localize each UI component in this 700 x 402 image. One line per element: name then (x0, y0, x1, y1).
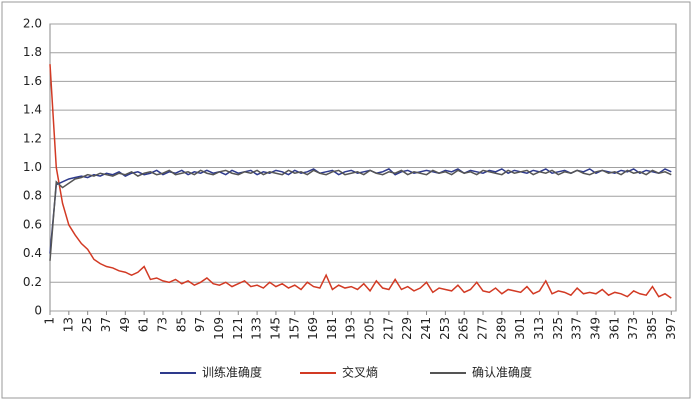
x-tick-label: 97 (193, 317, 207, 332)
x-tick-label: 253 (438, 317, 452, 340)
x-tick-label: 109 (212, 317, 226, 340)
x-tick-label: 25 (80, 317, 94, 332)
x-tick-label: 1 (43, 317, 57, 325)
y-tick-label: 1.0 (23, 160, 42, 174)
x-tick-label: 397 (664, 317, 678, 340)
x-tick-label: 37 (99, 317, 113, 332)
legend-label: 确认准确度 (472, 365, 532, 380)
y-tick-label: 0 (34, 304, 42, 318)
y-tick-label: 0.4 (23, 246, 42, 260)
x-tick-label: 289 (494, 317, 508, 340)
x-tick-label: 13 (61, 317, 75, 332)
y-tick-label: 0.2 (23, 275, 42, 289)
x-tick-label: 193 (344, 317, 358, 340)
x-tick-label: 181 (325, 317, 339, 340)
x-tick-label: 205 (363, 317, 377, 340)
x-tick-label: 145 (268, 317, 282, 340)
x-tick-label: 85 (174, 317, 188, 332)
x-tick-label: 337 (570, 317, 584, 340)
x-tick-label: 133 (250, 317, 264, 340)
y-tick-label: 0.8 (23, 189, 42, 203)
y-tick-label: 0.6 (23, 217, 42, 231)
series-line (49, 64, 672, 299)
legend-label: 训练准确度 (202, 365, 262, 380)
x-tick-label: 61 (137, 317, 151, 332)
y-tick-label: 1.6 (23, 74, 42, 88)
x-tick-label: 73 (155, 317, 169, 332)
x-tick-label: 313 (532, 317, 546, 340)
x-tick-label: 229 (400, 317, 414, 340)
x-tick-label: 325 (551, 317, 565, 340)
x-tick-label: 241 (419, 317, 433, 340)
y-tick-label: 1.4 (23, 103, 42, 117)
x-tick-label: 49 (118, 317, 132, 332)
legend-label: 交叉熵 (342, 365, 378, 380)
x-tick-label: 157 (287, 317, 301, 340)
x-tick-label: 277 (476, 317, 490, 340)
x-tick-label: 265 (457, 317, 471, 340)
x-tick-label: 349 (588, 317, 602, 340)
x-tick-label: 217 (381, 317, 395, 340)
series-line (49, 169, 672, 261)
y-tick-label: 1.8 (23, 45, 42, 59)
x-tick-label: 301 (513, 317, 527, 340)
x-tick-label: 121 (231, 317, 245, 340)
x-tick-label: 169 (306, 317, 320, 340)
x-tick-label: 373 (626, 317, 640, 340)
y-tick-label: 2.0 (23, 17, 42, 31)
x-tick-label: 385 (645, 317, 659, 340)
x-tick-label: 361 (607, 317, 621, 340)
y-tick-label: 1.2 (23, 131, 42, 145)
